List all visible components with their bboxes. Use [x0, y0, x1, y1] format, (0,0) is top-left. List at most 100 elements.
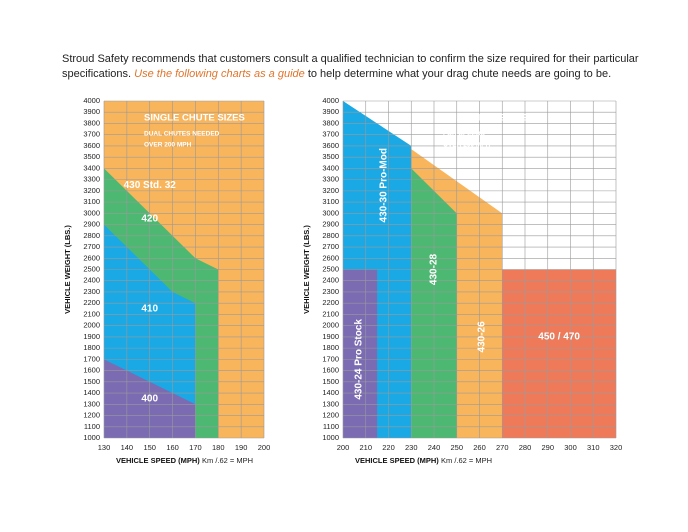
y-tick-label: 2400	[322, 276, 339, 285]
y-tick-label: 2200	[83, 298, 100, 307]
y-tick-label: 2100	[322, 309, 339, 318]
y-tick-label: 2700	[83, 242, 100, 251]
y-tick-label: 3300	[83, 175, 100, 184]
y-tick-label: 2500	[322, 264, 339, 273]
y-tick-label: 2900	[322, 220, 339, 229]
region-label: 430-30 Pro-Mod	[379, 148, 390, 222]
y-tick-label: 1900	[322, 332, 339, 341]
y-tick-label: 3800	[83, 118, 100, 127]
x-tick-label: 250	[450, 443, 463, 452]
y-tick-label: 1300	[83, 399, 100, 408]
y-tick-label: 2800	[83, 231, 100, 240]
chart-note: OVER 200 MPH	[443, 142, 491, 149]
y-tick-label: 2200	[322, 298, 339, 307]
region-label: 430-24 Pro Stock	[354, 319, 365, 400]
y-tick-label: 3500	[83, 152, 100, 161]
x-tick-label: 160	[166, 443, 179, 452]
x-tick-label: 240	[428, 443, 441, 452]
y-tick-label: 1000	[322, 433, 339, 442]
intro-text: to help determine what your drag chute n…	[307, 68, 612, 80]
y-tick-label: 2900	[83, 220, 100, 229]
y-tick-label: 1600	[322, 366, 339, 375]
y-tick-label: 3200	[322, 186, 339, 195]
y-tick-label: 1400	[322, 388, 339, 397]
x-tick-label: 200	[258, 443, 271, 452]
area-region	[343, 269, 378, 438]
y-tick-label: 3000	[322, 208, 339, 217]
x-tick-label: 210	[359, 443, 372, 452]
intro: Stroud Safety recommends that customers …	[62, 52, 662, 82]
y-tick-label: 2300	[83, 287, 100, 296]
y-tick-label: 2400	[83, 276, 100, 285]
y-tick-label: 3700	[83, 130, 100, 139]
chart-title: SINGLE CHUTE SIZES	[144, 113, 245, 124]
y-tick-label: 2800	[322, 231, 339, 240]
y-tick-label: 3600	[83, 141, 100, 150]
y-tick-label: 1500	[322, 377, 339, 386]
y-tick-label: 3000	[83, 208, 100, 217]
chart-note: FOR SPEEDS	[443, 131, 486, 138]
y-tick-label: 3400	[83, 163, 100, 172]
x-tick-label: 230	[405, 443, 418, 452]
y-tick-label: 4000	[83, 96, 100, 105]
x-tick-label: 170	[189, 443, 202, 452]
y-tick-label: 1200	[322, 411, 339, 420]
y-tick-label: 1400	[83, 388, 100, 397]
y-tick-label: 2600	[322, 253, 339, 262]
y-tick-label: 1100	[323, 422, 339, 431]
x-tick-label: 140	[121, 443, 134, 452]
region-label: 420	[141, 214, 158, 225]
y-tick-label: 3100	[83, 197, 100, 206]
y-tick-label: 1000	[83, 433, 100, 442]
y-tick-label: 3900	[83, 107, 100, 116]
x-tick-label: 150	[143, 443, 156, 452]
y-axis-label: VEHICLE WEIGHT (LBS.)	[63, 225, 72, 314]
x-tick-label: 320	[610, 443, 623, 452]
region-label: 410	[141, 303, 158, 314]
y-tick-label: 1600	[83, 366, 100, 375]
y-tick-label: 2300	[322, 287, 339, 296]
y-tick-label: 1500	[83, 377, 100, 386]
y-tick-label: 3800	[322, 118, 339, 127]
y-tick-label: 1200	[83, 411, 100, 420]
y-tick-label: 1100	[84, 422, 100, 431]
y-tick-label: 3700	[322, 130, 339, 139]
y-tick-label: 1900	[83, 332, 100, 341]
y-tick-label: 2100	[83, 309, 100, 318]
x-tick-label: 180	[212, 443, 225, 452]
x-tick-label: 190	[235, 443, 248, 452]
intro-line: specifications. Use the following charts…	[62, 67, 662, 82]
y-tick-label: 2600	[83, 253, 100, 262]
area-region	[502, 269, 616, 438]
intro-text: specifications.	[62, 68, 132, 80]
y-tick-label: 1300	[322, 399, 339, 408]
x-tick-label: 200	[337, 443, 350, 452]
y-tick-label: 3200	[83, 186, 100, 195]
chart-note: OVER 200 MPH	[144, 142, 192, 149]
y-tick-label: 1800	[322, 343, 339, 352]
x-tick-label: 300	[564, 443, 577, 452]
x-tick-label: 260	[473, 443, 486, 452]
x-tick-label: 130	[98, 443, 111, 452]
region-label: 430 Std. 32	[124, 180, 177, 191]
y-tick-label: 2000	[322, 321, 339, 330]
intro-line: Stroud Safety recommends that customers …	[62, 53, 639, 65]
region-label: 430-26	[476, 321, 487, 353]
y-tick-label: 3500	[322, 152, 339, 161]
y-tick-label: 3100	[322, 197, 339, 206]
y-tick-label: 3400	[322, 163, 339, 172]
x-tick-label: 220	[382, 443, 395, 452]
region-label: 450 / 470	[538, 332, 580, 343]
x-tick-label: 280	[519, 443, 532, 452]
y-tick-label: 2000	[83, 321, 100, 330]
y-tick-label: 1700	[322, 354, 339, 363]
y-tick-label: 3600	[322, 141, 339, 150]
intro-emphasis: Use the following charts as a guide	[134, 68, 305, 80]
x-axis-label: VEHICLE SPEED (MPH)	[355, 456, 439, 465]
chart-title: DUAL CHUTE SIZES	[443, 113, 535, 124]
x-axis-label: VEHICLE SPEED (MPH)	[116, 456, 200, 465]
region-label: 430-28	[429, 253, 440, 285]
region-label: 400	[141, 393, 158, 404]
